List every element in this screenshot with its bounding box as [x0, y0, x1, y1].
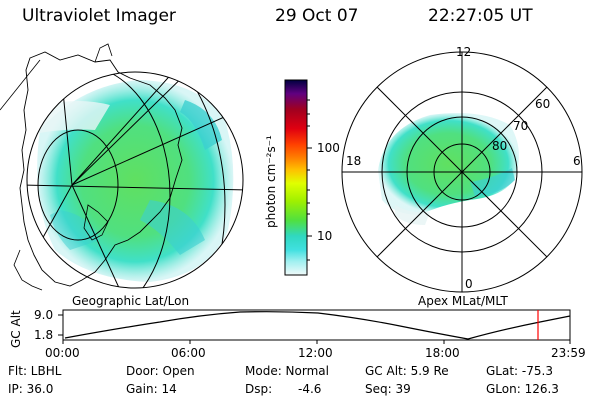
gc-alt-status: GC Alt: 5.9 Re: [365, 364, 449, 378]
mlt-label-0: 0: [465, 277, 473, 291]
dsp-label: Dsp:: [245, 382, 273, 396]
mlat-label-60: 60: [535, 97, 551, 111]
altitude-ytick-min: 1.8: [34, 328, 54, 342]
ip-status: IP: 36.0: [8, 382, 54, 396]
xtick-2359: 23:59: [551, 346, 586, 360]
date-label: 29 Oct 07: [275, 6, 359, 26]
seq-status: Seq: 39: [365, 382, 411, 396]
mlat-label-70: 70: [513, 119, 529, 133]
xtick-1800: 18:00: [425, 346, 460, 360]
altitude-ytick-max: 9.0: [34, 308, 54, 322]
colorbar-tick-100: 100: [317, 141, 340, 155]
door-status: Door: Open: [126, 364, 195, 378]
dsp-value: -4.6: [298, 382, 322, 396]
polar-caption: Apex MLat/MLT: [418, 294, 508, 308]
mlt-label-6: 6: [573, 154, 581, 168]
geographic-caption: Geographic Lat/Lon: [72, 294, 190, 308]
xtick-0000: 00:00: [45, 346, 80, 360]
continent-outline: [19, 51, 183, 287]
gain-status: Gain: 14: [126, 382, 177, 396]
aurora-emission-right: [378, 112, 519, 215]
map-horizon-circle: [26, 71, 244, 289]
instrument-title: Ultraviolet Imager: [22, 6, 176, 26]
colorbar: [284, 79, 312, 276]
colorbar-unit-label: photon cm⁻²s⁻¹: [264, 135, 278, 228]
xtick-1200: 12:00: [298, 346, 333, 360]
glat-status: GLat: -75.3: [486, 364, 553, 378]
altitude-ylabel: GC Alt: [9, 310, 23, 348]
xtick-0600: 06:00: [171, 346, 206, 360]
polar-map: [341, 51, 583, 293]
altitude-curve: [64, 311, 571, 340]
time-label: 22:27:05 UT: [428, 6, 533, 26]
mlat-label-80: 80: [492, 139, 508, 153]
mlt-label-12: 12: [456, 45, 472, 59]
glon-status: GLon: 126.3: [486, 382, 559, 396]
colorbar-tick-10: 10: [317, 229, 333, 243]
mlt-label-18: 18: [346, 154, 362, 168]
filter-status: Flt: LBHL: [8, 364, 62, 378]
mode-status: Mode: Normal: [245, 364, 329, 378]
altitude-plot: [58, 309, 571, 344]
